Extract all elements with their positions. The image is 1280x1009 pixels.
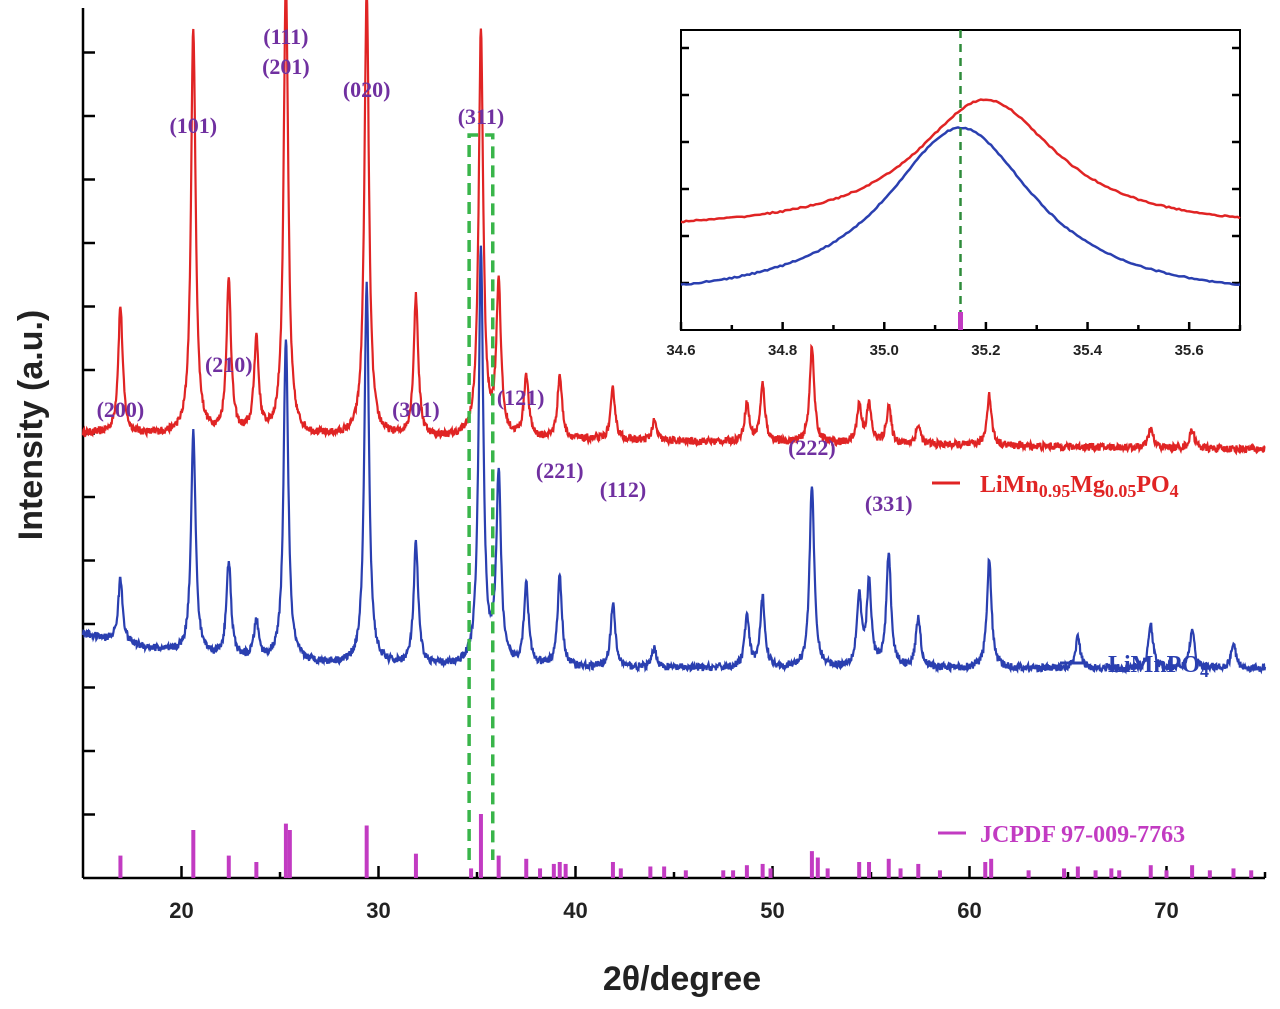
hkl-label: (331) (865, 491, 913, 516)
hkl-label: (101) (169, 113, 217, 138)
hkl-label: (311) (458, 104, 504, 129)
hkl-label: (200) (97, 397, 145, 422)
series-limnmgpo4-line (81, 0, 1266, 456)
inset-x-tick-label: 35.4 (1073, 342, 1103, 359)
series-limnpo4-line (81, 245, 1267, 675)
inset-x-tick-label: 35.6 (1175, 342, 1204, 359)
legend-reference-label: JCPDF 97-009-7763 (980, 822, 1185, 848)
inset-x-tick-label: 34.6 (666, 342, 695, 359)
hkl-label: (301) (392, 397, 440, 422)
x-tick-label: 40 (563, 898, 587, 923)
x-tick-label: 20 (169, 898, 193, 923)
inset-x-tick-label: 34.8 (768, 342, 797, 359)
hkl-label: (112) (600, 477, 646, 502)
hkl-label: (201) (262, 54, 310, 79)
x-axis-title: 2θ/degree (603, 960, 761, 998)
legend-limnmgpo4-label: LiMn0.95Mg0.05PO4 (980, 472, 1179, 501)
hkl-label: (221) (536, 458, 584, 483)
hkl-label: (020) (343, 77, 391, 102)
inset-x-tick-label: 35.0 (870, 342, 899, 359)
x-tick-label: 30 (366, 898, 390, 923)
x-tick-label: 60 (957, 898, 981, 923)
highlight-box (467, 133, 495, 860)
legend-limnpo4-label: LiMnPO4 (1108, 652, 1209, 681)
hkl-label: (111) (263, 24, 308, 49)
y-axis-title: Intensity (a.u.) (12, 310, 50, 540)
inset-plot: 34.6 34.8 35.0 35.2 35.4 35.6 (666, 29, 1242, 359)
main-plot: 20 30 40 50 60 70 (200) (101) (210) (111) (201) (02… (81, 0, 1267, 923)
x-tick-label: 50 (760, 898, 784, 923)
inset-red-line (680, 98, 1241, 224)
hkl-label: (222) (788, 435, 836, 460)
hkl-label: (210) (205, 352, 253, 377)
inset-x-tick-label: 35.2 (971, 342, 1000, 359)
x-tick-label: 70 (1154, 898, 1178, 923)
hkl-label: (121) (497, 385, 545, 410)
